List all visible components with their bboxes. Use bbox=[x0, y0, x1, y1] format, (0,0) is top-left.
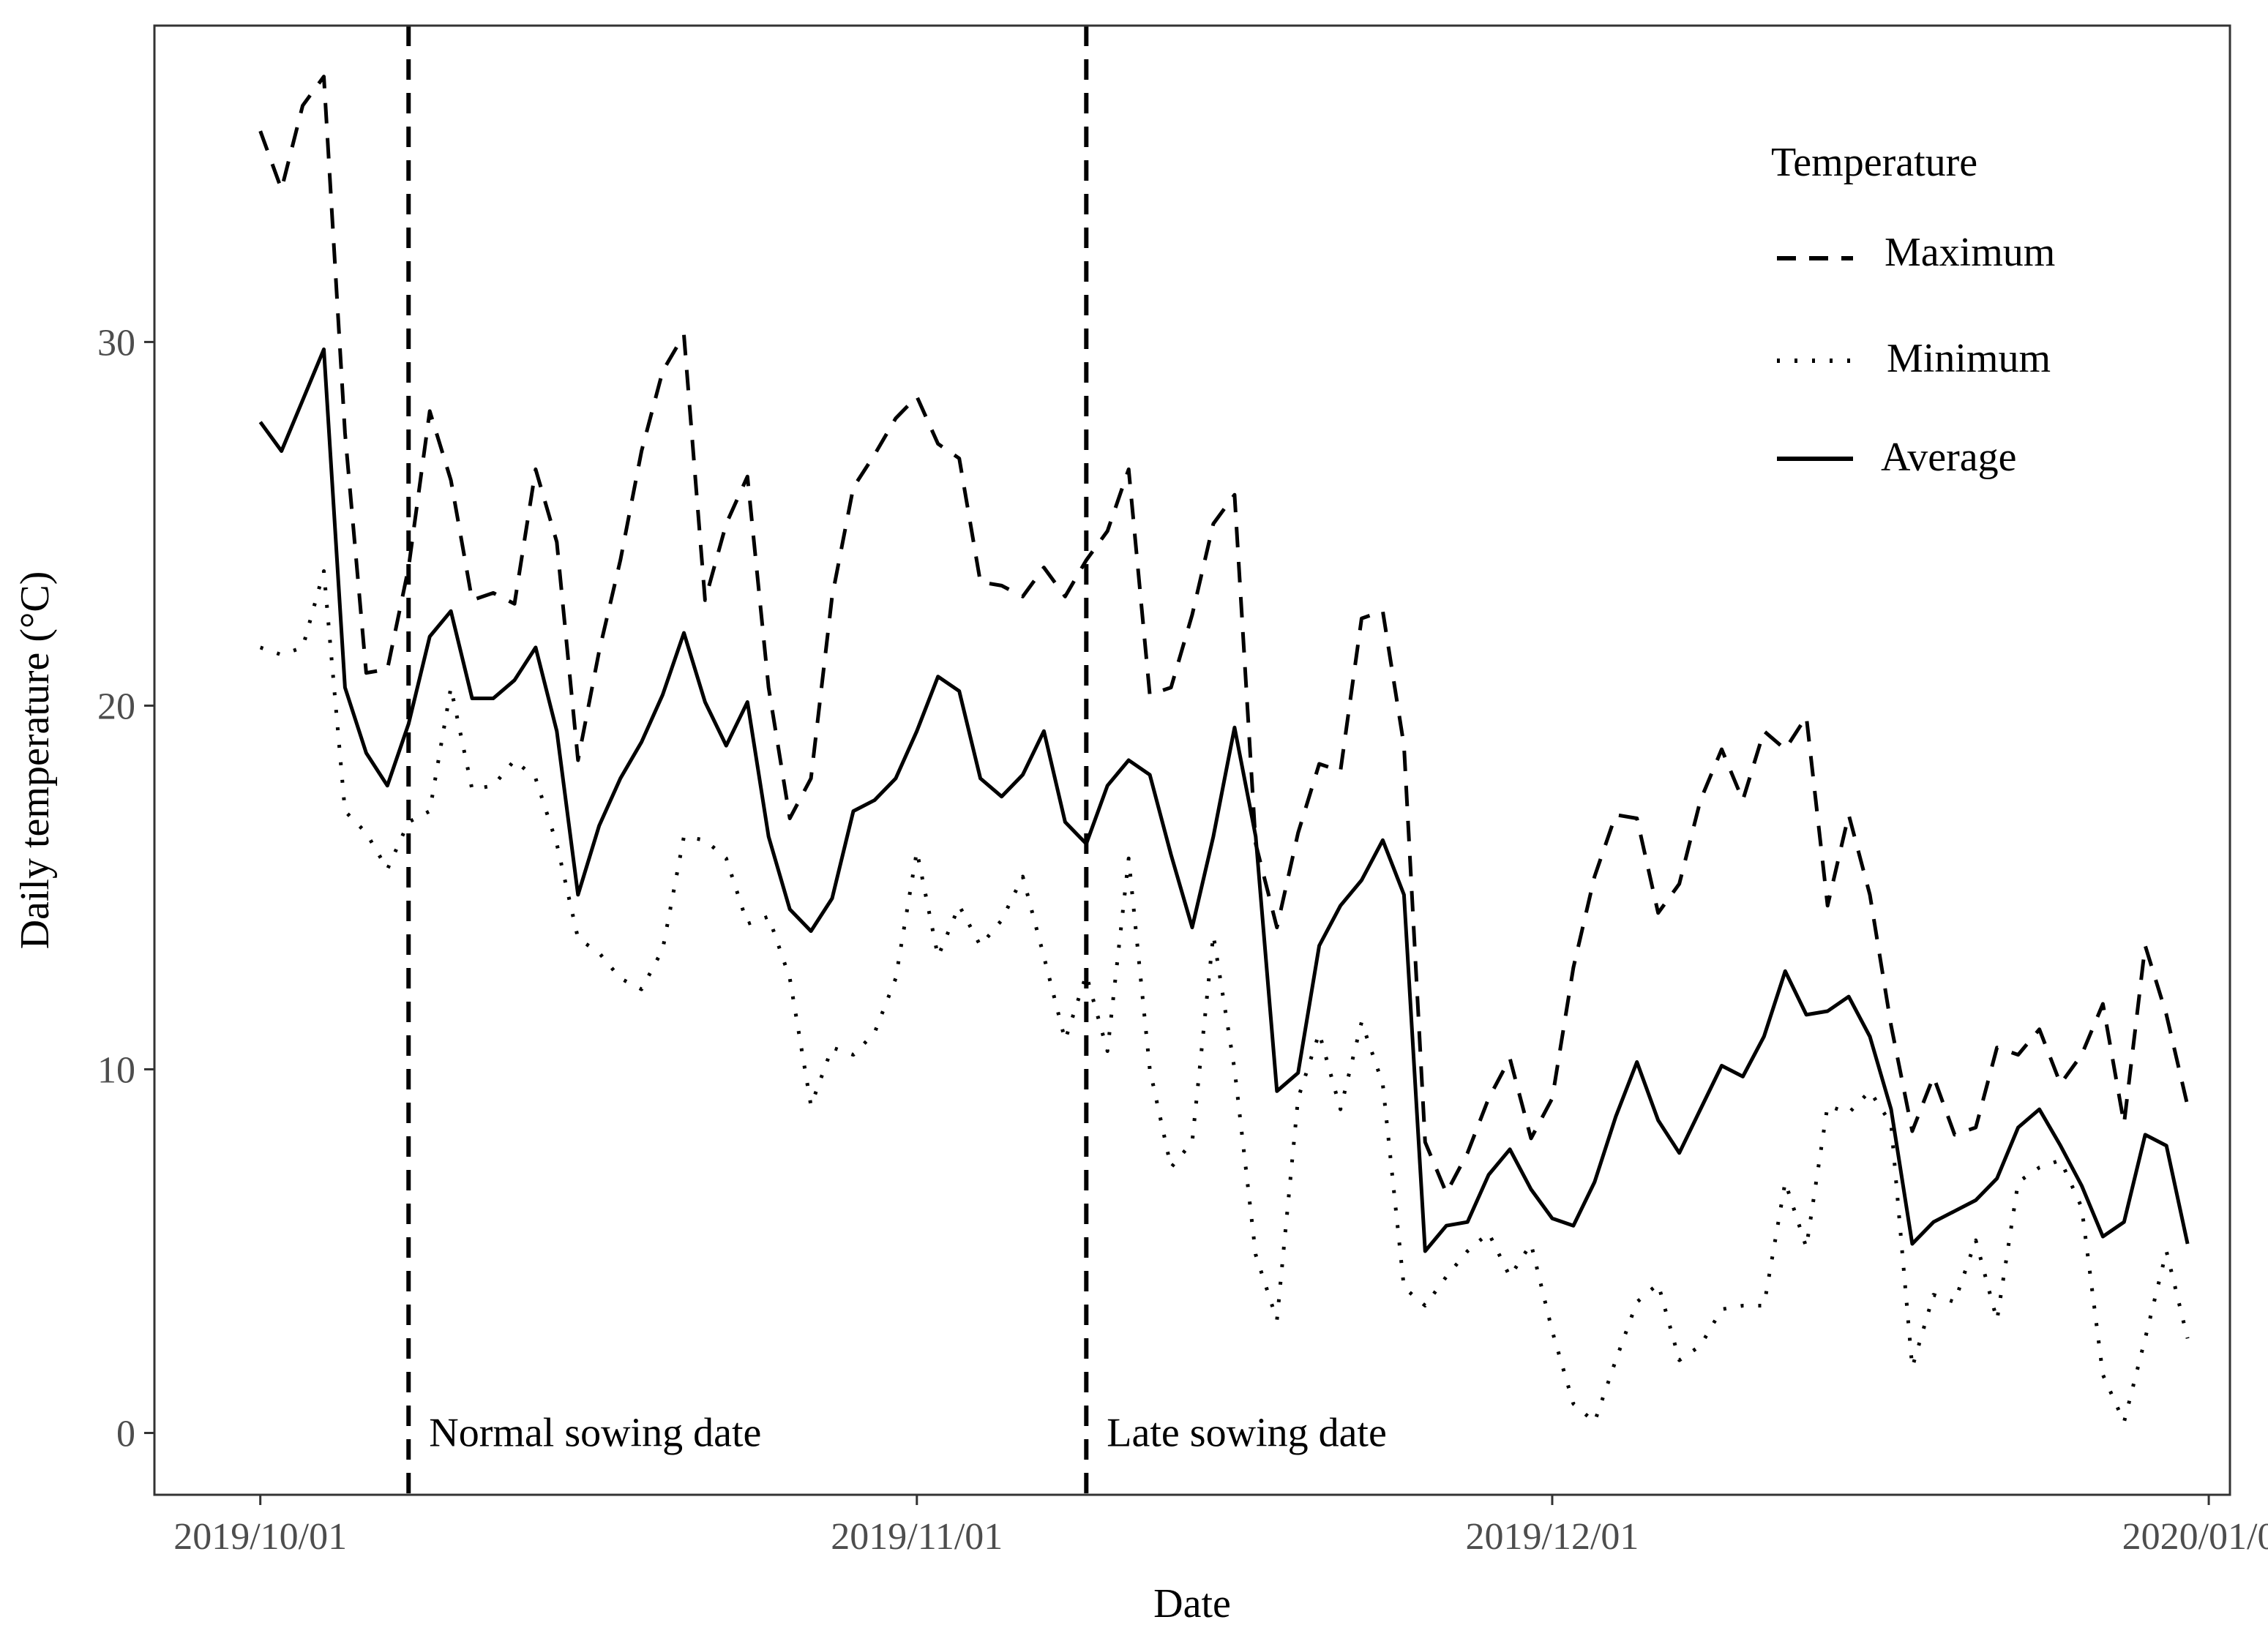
legend-label-average: Average bbox=[1881, 435, 2017, 480]
x-tick-label: 2020/01/01 bbox=[2122, 1516, 2268, 1558]
legend-label-minimum: Minimum bbox=[1887, 336, 2051, 381]
series-average-line bbox=[258, 347, 2190, 1253]
legend: Temperature Maximum Minimum Average bbox=[1771, 140, 2055, 480]
x-tick-label: 2019/10/01 bbox=[173, 1516, 347, 1558]
sowing-date-lines: Normal sowing date Late sowing date bbox=[406, 26, 1387, 1495]
legend-label-maximum: Maximum bbox=[1885, 230, 2055, 275]
series-layer bbox=[258, 75, 2190, 1425]
x-tick-label: 2019/12/01 bbox=[1466, 1516, 1639, 1558]
axis-ticks: 0 10 20 30 2019/10/01 2019/11/01 2019/12/01 202… bbox=[97, 322, 2268, 1558]
sowing-date-label-2: Late sowing date bbox=[1107, 1411, 1387, 1456]
panel-border bbox=[153, 24, 2231, 1496]
legend-title: Temperature bbox=[1771, 140, 1977, 185]
y-axis-title: Daily temperature (°C) bbox=[12, 571, 58, 950]
y-tick-label: 30 bbox=[97, 322, 135, 364]
y-tick-label: 10 bbox=[97, 1049, 135, 1091]
y-tick-label: 20 bbox=[97, 686, 135, 727]
x-axis-title: Date bbox=[1153, 1581, 1231, 1626]
sowing-date-label-1: Normal sowing date bbox=[429, 1411, 761, 1456]
y-tick-label: 0 bbox=[116, 1414, 135, 1455]
x-tick-label: 2019/11/01 bbox=[831, 1516, 1003, 1558]
series-maximum-line bbox=[258, 75, 2190, 1195]
